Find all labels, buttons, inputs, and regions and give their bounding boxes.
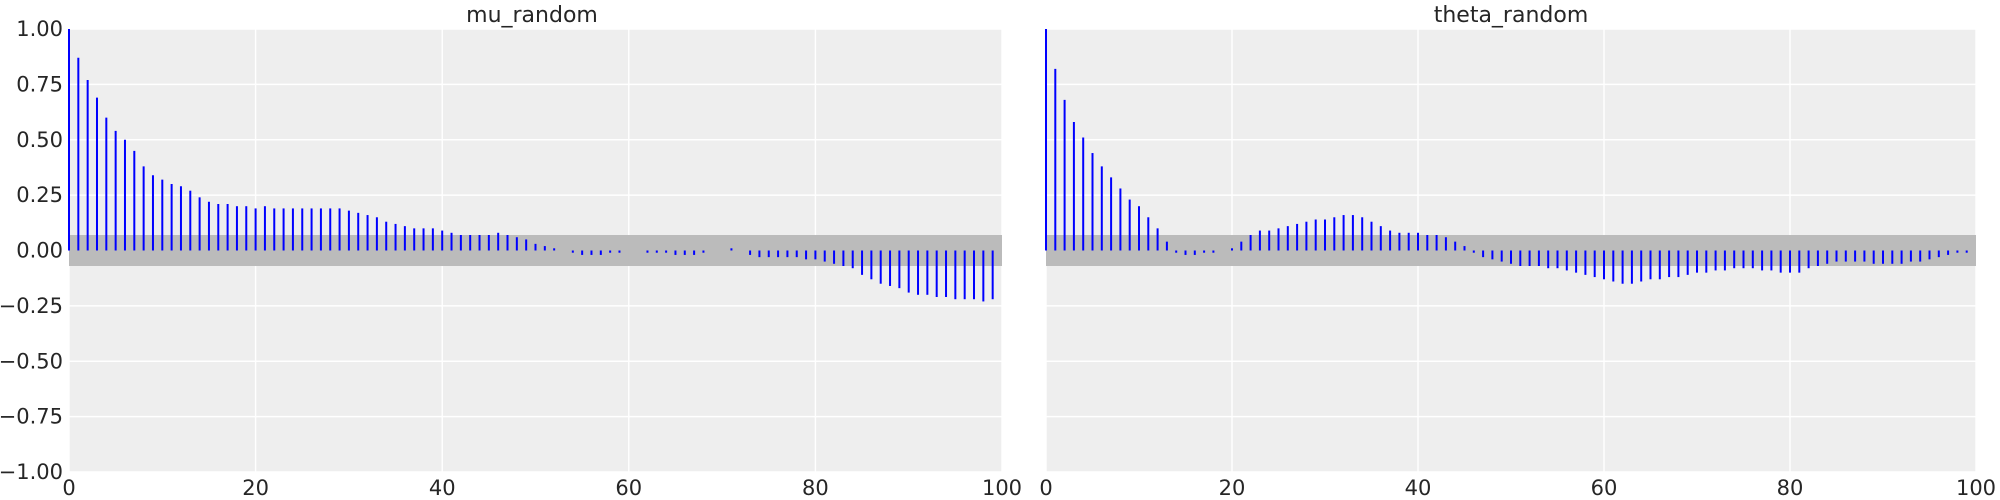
y-tick-label: 0.75 — [16, 72, 63, 96]
theta-random-panel: 0 20 40 60 80 100 theta_random — [1039, 3, 1996, 500]
theta-random-title: theta_random — [1434, 3, 1589, 28]
x-tick-label: 100 — [982, 476, 1022, 500]
x-tick-label: 40 — [1405, 476, 1432, 500]
mu-random-panel: 0 20 40 60 80 100 1.00 0.75 0.50 0.25 0.00 −0.25 −0.… — [0, 3, 1022, 500]
y-tick-label: −0.75 — [0, 405, 63, 429]
x-tick-label: 80 — [802, 476, 829, 500]
x-tick-label: 40 — [429, 476, 456, 500]
x-tick-label: 20 — [242, 476, 269, 500]
y-tick-label: 0.25 — [16, 183, 63, 207]
y-tick-label: −0.50 — [0, 349, 63, 373]
y-tick-label: −0.25 — [0, 294, 63, 318]
x-tick-label: 60 — [615, 476, 642, 500]
y-tick-label: 0.00 — [16, 239, 63, 263]
y-tick-label: 1.00 — [16, 17, 63, 41]
y-tick-label: −1.00 — [0, 460, 63, 484]
x-tick-label: 100 — [1956, 476, 1996, 500]
x-tick-label: 80 — [1777, 476, 1804, 500]
y-tick-label: 0.50 — [16, 128, 63, 152]
x-tick-label: 0 — [1039, 476, 1052, 500]
x-tick-label: 20 — [1219, 476, 1246, 500]
x-tick-label: 0 — [62, 476, 75, 500]
mu-random-title: mu_random — [466, 3, 598, 28]
x-tick-label: 60 — [1591, 476, 1618, 500]
